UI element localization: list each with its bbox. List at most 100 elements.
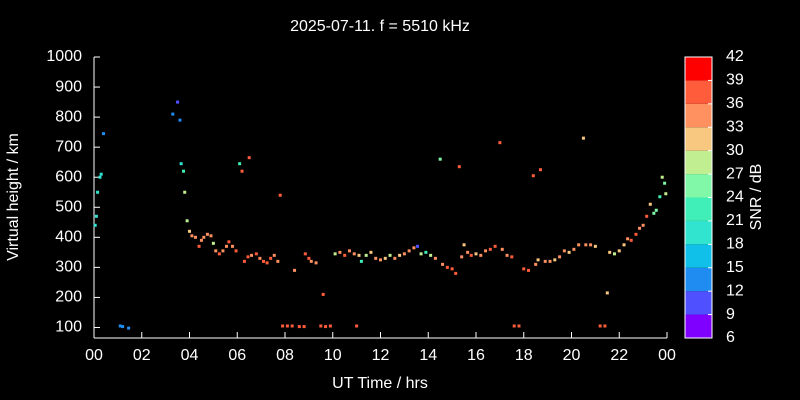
- data-point: [589, 243, 593, 247]
- colorbar-tick-label: 33: [726, 118, 744, 135]
- colorbar-tick-label: 42: [726, 48, 744, 65]
- colorbar-tick-label: 39: [726, 72, 744, 89]
- data-point: [285, 324, 289, 328]
- data-point: [276, 259, 280, 263]
- colorbar-block: [685, 220, 712, 245]
- y-tick-label: 700: [55, 138, 82, 155]
- data-point: [652, 211, 656, 215]
- colorbar-tick-label: 21: [726, 212, 744, 229]
- data-point: [553, 258, 557, 262]
- data-point: [612, 252, 616, 256]
- data-point: [460, 255, 464, 259]
- data-point: [441, 262, 445, 266]
- data-point: [99, 172, 103, 176]
- data-point: [359, 259, 363, 263]
- data-point: [258, 256, 262, 260]
- colorbar-label: SNR / dB: [748, 164, 765, 231]
- data-point: [202, 235, 206, 239]
- data-point: [424, 250, 428, 254]
- data-point: [445, 265, 449, 269]
- data-point: [240, 169, 244, 173]
- x-tick-label: 20: [563, 347, 581, 364]
- data-point: [510, 255, 514, 259]
- data-point: [664, 192, 668, 196]
- data-point: [314, 261, 318, 265]
- data-point: [660, 175, 664, 179]
- data-point: [658, 195, 662, 199]
- data-point: [531, 174, 535, 178]
- data-point: [388, 253, 392, 257]
- data-point: [469, 253, 473, 257]
- data-point: [171, 112, 175, 116]
- data-point: [205, 232, 209, 236]
- data-point: [357, 253, 361, 257]
- colorbar-tick-label: 6: [726, 329, 735, 346]
- data-point: [227, 240, 231, 244]
- data-point: [307, 256, 311, 260]
- data-point: [593, 244, 597, 248]
- data-point: [269, 256, 273, 260]
- data-point: [364, 253, 368, 257]
- data-point: [221, 249, 225, 253]
- data-point: [488, 247, 492, 251]
- data-point: [500, 247, 504, 251]
- data-point: [572, 247, 576, 251]
- data-point: [512, 324, 516, 328]
- colorbar-block: [685, 291, 712, 315]
- data-point: [484, 249, 488, 253]
- data-point: [634, 232, 638, 236]
- data-point: [94, 214, 98, 218]
- y-tick-label: 500: [55, 198, 82, 215]
- colorbar-tick-label: 15: [726, 259, 744, 276]
- data-point: [302, 325, 306, 329]
- y-tick-label: 900: [55, 78, 82, 95]
- data-point: [562, 249, 566, 253]
- colorbar-block: [685, 174, 712, 198]
- data-point: [238, 162, 242, 166]
- data-point: [429, 253, 433, 257]
- data-point: [293, 268, 297, 272]
- data-point: [98, 175, 102, 179]
- data-point: [199, 238, 203, 242]
- data-point: [242, 259, 246, 263]
- data-point: [250, 253, 254, 257]
- data-point: [407, 249, 411, 253]
- x-tick-label: 02: [133, 347, 151, 364]
- x-tick-label: 06: [228, 347, 246, 364]
- data-point: [584, 243, 588, 247]
- data-point: [567, 250, 571, 254]
- data-point: [543, 259, 547, 263]
- data-point: [190, 234, 194, 238]
- y-tick-label: 600: [55, 168, 82, 185]
- data-point: [254, 252, 258, 256]
- x-tick-label: 08: [276, 347, 294, 364]
- data-point: [536, 258, 540, 262]
- data-point: [246, 255, 250, 259]
- data-point: [185, 219, 189, 223]
- x-tick-label: 12: [372, 347, 390, 364]
- data-point: [209, 234, 213, 238]
- data-point: [93, 223, 97, 227]
- x-tick-label: 18: [515, 347, 533, 364]
- x-tick-label: 22: [610, 347, 628, 364]
- data-point: [450, 267, 454, 271]
- data-point: [230, 244, 234, 248]
- data-point: [522, 267, 526, 271]
- data-point: [278, 193, 282, 197]
- data-point: [581, 136, 585, 140]
- data-point: [466, 250, 470, 254]
- data-point: [333, 252, 337, 256]
- data-point: [197, 244, 201, 248]
- data-point: [379, 258, 382, 262]
- data-point: [303, 252, 307, 256]
- data-point: [517, 324, 521, 328]
- data-point: [654, 208, 658, 212]
- data-point: [343, 253, 347, 257]
- data-point: [247, 156, 251, 160]
- colorbar-block: [685, 314, 712, 338]
- colorbar-block: [685, 267, 712, 292]
- data-point: [374, 256, 378, 260]
- colorbar-tick-label: 27: [726, 165, 744, 182]
- data-point: [462, 243, 466, 247]
- data-point: [225, 244, 229, 248]
